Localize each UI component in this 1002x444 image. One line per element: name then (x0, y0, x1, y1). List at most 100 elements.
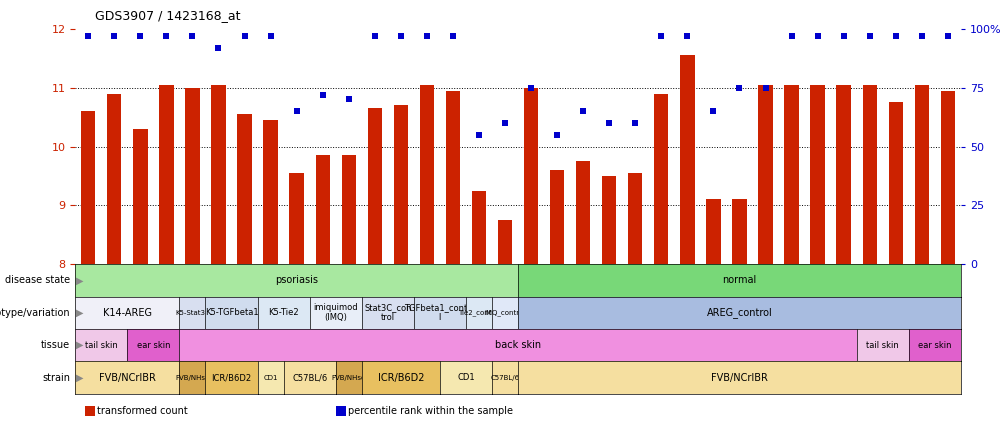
Point (730, 84, 746, 91)
Bar (940, 91, 954, 264)
Text: ▶: ▶ (76, 275, 83, 285)
Point (419, 32, 435, 40)
Bar (810, 85, 824, 264)
Text: Tie2_control: Tie2_control (457, 309, 500, 316)
Text: strain: strain (42, 373, 70, 383)
Point (783, 32, 799, 40)
Bar (705, 199, 719, 264)
Bar (758, 85, 772, 264)
Point (497, 119, 513, 127)
Point (887, 32, 903, 40)
Text: FVB/NHsd: FVB/NHsd (332, 375, 366, 381)
Bar (471, 190, 486, 264)
Bar (81, 111, 95, 264)
Bar (497, 220, 512, 264)
Point (158, 32, 174, 40)
Text: back skin: back skin (495, 340, 540, 350)
Point (913, 32, 929, 40)
Bar (316, 155, 330, 264)
Point (341, 96, 357, 103)
Point (652, 32, 668, 40)
Point (574, 108, 590, 115)
Point (289, 108, 305, 115)
Text: ▶: ▶ (76, 340, 83, 350)
Bar (393, 105, 408, 264)
Bar (575, 161, 590, 264)
Text: FVB/NHsd: FVB/NHsd (175, 375, 209, 381)
Bar (159, 85, 173, 264)
Point (236, 32, 253, 40)
Text: GDS3907 / 1423168_at: GDS3907 / 1423168_at (95, 9, 240, 22)
Text: percentile rank within the sample: percentile rank within the sample (348, 406, 513, 416)
Point (522, 84, 538, 91)
Text: TGFbeta1_contro
l: TGFbeta1_contro l (404, 303, 475, 322)
Bar (185, 88, 199, 264)
Bar (237, 114, 252, 264)
Point (80, 32, 96, 40)
Text: AREG_control: AREG_control (705, 307, 772, 318)
Text: FVB/NCrIBR: FVB/NCrIBR (99, 373, 155, 383)
Text: tissue: tissue (41, 340, 70, 350)
Point (861, 32, 877, 40)
Text: CD1: CD1 (457, 373, 474, 382)
Text: FVB/NCrIBR: FVB/NCrIBR (710, 373, 768, 383)
Text: C57BL/6: C57BL/6 (490, 375, 519, 381)
Text: ICR/B6D2: ICR/B6D2 (211, 373, 252, 382)
Bar (653, 94, 667, 264)
Bar (888, 103, 902, 264)
Point (626, 119, 642, 127)
Bar (133, 129, 147, 264)
Point (704, 108, 720, 115)
Point (678, 32, 694, 40)
Bar (107, 94, 121, 264)
Bar (836, 85, 850, 264)
Text: tail skin: tail skin (866, 341, 898, 350)
Text: IMQ_control: IMQ_control (484, 309, 525, 316)
Text: genotype/variation: genotype/variation (0, 308, 70, 318)
Bar (290, 173, 304, 264)
Text: ICR/B6D2: ICR/B6D2 (377, 373, 424, 383)
Bar (914, 85, 928, 264)
Text: ear skin: ear skin (917, 341, 951, 350)
Bar (368, 108, 382, 264)
Point (835, 32, 851, 40)
Text: K5-TGFbeta1: K5-TGFbeta1 (204, 308, 259, 317)
Point (939, 32, 955, 40)
Text: ear skin: ear skin (136, 341, 170, 350)
Point (548, 131, 564, 139)
Bar (445, 91, 460, 264)
Point (263, 32, 279, 40)
Point (757, 84, 773, 91)
Bar (731, 199, 745, 264)
Point (210, 44, 226, 51)
Text: K5-Tie2: K5-Tie2 (268, 308, 299, 317)
Text: disease state: disease state (5, 275, 70, 285)
Text: CD1: CD1 (264, 375, 278, 381)
Point (106, 32, 122, 40)
Text: normal: normal (721, 275, 756, 285)
Point (809, 32, 825, 40)
Bar (211, 85, 225, 264)
Bar (342, 155, 356, 264)
Text: K5-Stat3C: K5-Stat3C (175, 310, 209, 316)
Point (445, 32, 461, 40)
Text: ▶: ▶ (76, 308, 83, 318)
Bar (419, 85, 434, 264)
Point (393, 32, 409, 40)
Text: ▶: ▶ (76, 373, 83, 383)
Text: tail skin: tail skin (85, 341, 117, 350)
Bar (549, 170, 564, 264)
Bar (627, 173, 642, 264)
Bar (601, 176, 616, 264)
Bar (264, 120, 278, 264)
Text: psoriasis: psoriasis (275, 275, 318, 285)
Point (471, 131, 487, 139)
Bar (679, 56, 693, 264)
Bar (784, 85, 798, 264)
Text: C57BL/6: C57BL/6 (292, 373, 327, 382)
Point (132, 32, 148, 40)
Text: K14-AREG: K14-AREG (103, 308, 151, 318)
Text: Stat3C_con
trol: Stat3C_con trol (364, 303, 411, 322)
Point (315, 91, 331, 98)
Text: transformed count: transformed count (97, 406, 187, 416)
